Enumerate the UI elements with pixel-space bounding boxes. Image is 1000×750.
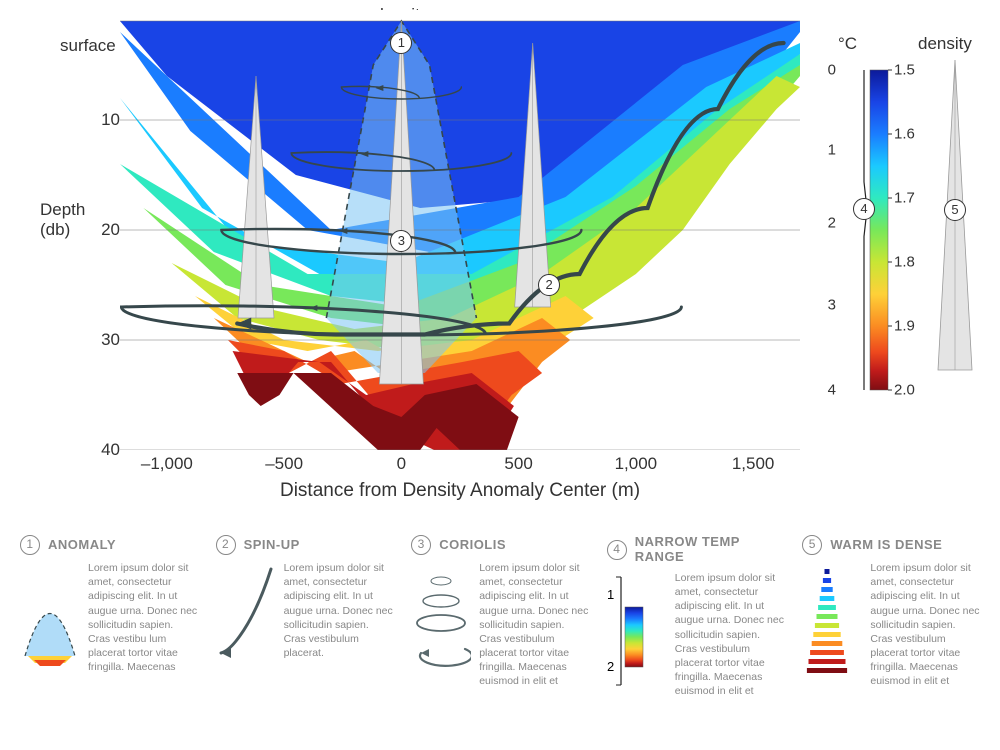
plot-marker-1: 1 — [390, 32, 412, 54]
legend-title: CORIOLIS — [439, 538, 506, 553]
plot-marker-3: 3 — [390, 230, 412, 252]
colorbar-marker: 4 — [853, 198, 875, 220]
svg-text:1: 1 — [607, 587, 614, 602]
cb-right-tick: 2.0 — [894, 382, 915, 399]
cb-left-tick: 1 — [810, 142, 836, 159]
legend-icon-3 — [411, 561, 471, 681]
legend-title: ANOMALY — [48, 538, 116, 553]
legend-icon-1 — [20, 561, 80, 681]
figure-root: densityanomaly surface Depth(db) Distanc… — [0, 0, 1000, 750]
x-tick: 0 — [397, 454, 406, 474]
legend-number: 4 — [607, 540, 627, 560]
legend-text: Lorem ipsum dolor sit amet, consectetur … — [870, 561, 980, 689]
legend-row: 1 ANOMALY Lorem ipsum dolor sit amet, co… — [20, 535, 980, 735]
legend-icon-2 — [216, 561, 276, 681]
cb-right-tick: 1.6 — [894, 126, 915, 143]
main-plot — [120, 10, 800, 450]
cb-left-tick: 4 — [810, 382, 836, 399]
legend-icon-5 — [802, 561, 862, 681]
legend-number: 2 — [216, 535, 236, 555]
x-tick: 1,500 — [732, 454, 775, 474]
cb-left-tick: 0 — [810, 62, 836, 79]
legend-item-3: 3 CORIOLIS Lorem ipsum dolor sit amet, c… — [411, 535, 589, 735]
legend-number: 1 — [20, 535, 40, 555]
x-tick: –1,000 — [141, 454, 193, 474]
legend-item-1: 1 ANOMALY Lorem ipsum dolor sit amet, co… — [20, 535, 198, 735]
y-tick: 30 — [88, 330, 120, 350]
legend-title: NARROW TEMP RANGE — [635, 535, 785, 565]
legend-item-5: 5 WARM IS DENSE Lorem ipsum dolor sit am… — [802, 535, 980, 735]
cb-left-tick: 3 — [810, 296, 836, 313]
legend-number: 5 — [802, 535, 822, 555]
legend-item-4: 4 NARROW TEMP RANGE 12 Lorem ipsum dolor… — [607, 535, 785, 735]
legend-text: Lorem ipsum dolor sit amet, consectetur … — [88, 561, 198, 674]
density-scale-marker: 5 — [944, 199, 966, 221]
y-tick: 20 — [88, 220, 120, 240]
legend-text: Lorem ipsum dolor sit amet, consectetur … — [675, 571, 785, 699]
legend-title: SPIN-UP — [244, 538, 300, 553]
x-tick: 500 — [504, 454, 532, 474]
temperature-colorbar — [840, 60, 900, 400]
cb-right-tick: 1.8 — [894, 254, 915, 271]
cb-right-tick: 1.5 — [894, 62, 915, 79]
legend-title: WARM IS DENSE — [830, 538, 942, 553]
cb-right-tick: 1.9 — [894, 318, 915, 335]
colorbar-title-density: density — [918, 34, 972, 54]
plot-marker-2: 2 — [538, 274, 560, 296]
x-tick: 1,000 — [615, 454, 658, 474]
y-tick: 10 — [88, 110, 120, 130]
colorbar-title-c: °C — [838, 34, 857, 54]
cb-right-tick: 1.7 — [894, 190, 915, 207]
legend-text: Lorem ipsum dolor sit amet, consectetur … — [284, 561, 394, 660]
cb-left-tick: 2 — [810, 214, 836, 231]
legend-icon-4: 12 — [607, 571, 667, 691]
x-axis-label: Distance from Density Anomaly Center (m) — [120, 480, 800, 502]
y-axis-label: Depth(db) — [40, 200, 85, 241]
legend-item-2: 2 SPIN-UP Lorem ipsum dolor sit amet, co… — [216, 535, 394, 735]
y-tick: 40 — [88, 440, 120, 460]
surface-label: surface — [60, 36, 116, 56]
svg-text:2: 2 — [607, 659, 614, 674]
legend-text: Lorem ipsum dolor sit amet, consectetur … — [479, 561, 589, 689]
x-tick: –500 — [265, 454, 303, 474]
legend-number: 3 — [411, 535, 431, 555]
